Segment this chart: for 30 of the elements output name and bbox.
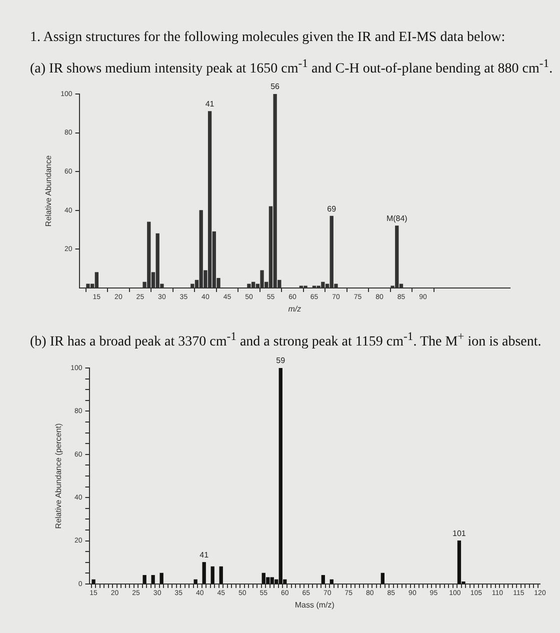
y-axis-title: Relative Abundance (percent) <box>54 422 64 529</box>
bar <box>380 572 385 584</box>
bar <box>151 575 155 584</box>
annotation: 56 <box>270 82 280 92</box>
bar <box>202 562 206 584</box>
bar <box>278 368 282 584</box>
x-axis-title: m/z <box>288 304 302 314</box>
bar <box>330 579 334 584</box>
annotation: 41 <box>205 100 215 109</box>
annotation: 69 <box>327 204 337 214</box>
annotation: 59 <box>276 356 286 366</box>
y-axis-title: Relative Abundance <box>44 154 54 227</box>
annotation: 41 <box>200 550 210 560</box>
bar <box>92 579 96 584</box>
annotation: 101 <box>452 529 466 538</box>
bar <box>262 572 266 584</box>
bar <box>142 575 146 584</box>
bar <box>210 566 214 584</box>
bar <box>160 572 164 584</box>
annotation: M(84) <box>386 214 408 224</box>
chart-title: (b) IR has a broad peak at 3370 cm$^{-1}$ and a strong peak at 1159 cm$^{-1}$. The M$^{+}$ ion is absent. <box>30 330 542 351</box>
chart-subtitle: (a) IR shows medium intensity peak at 1650 cm$^{-1}$ and C-H out-of-plane bending at 880 cm$^{-1}$. <box>30 57 553 78</box>
bar <box>270 577 274 584</box>
bar <box>457 540 462 584</box>
bar <box>321 575 325 584</box>
bar <box>219 566 223 584</box>
bar <box>266 577 270 584</box>
bar <box>194 579 198 584</box>
x-axis-title: Mass (m/z) <box>294 600 335 610</box>
chart-title: 1. Assign structures for the following molecules given the IR and EI-MS data below: <box>30 30 506 46</box>
